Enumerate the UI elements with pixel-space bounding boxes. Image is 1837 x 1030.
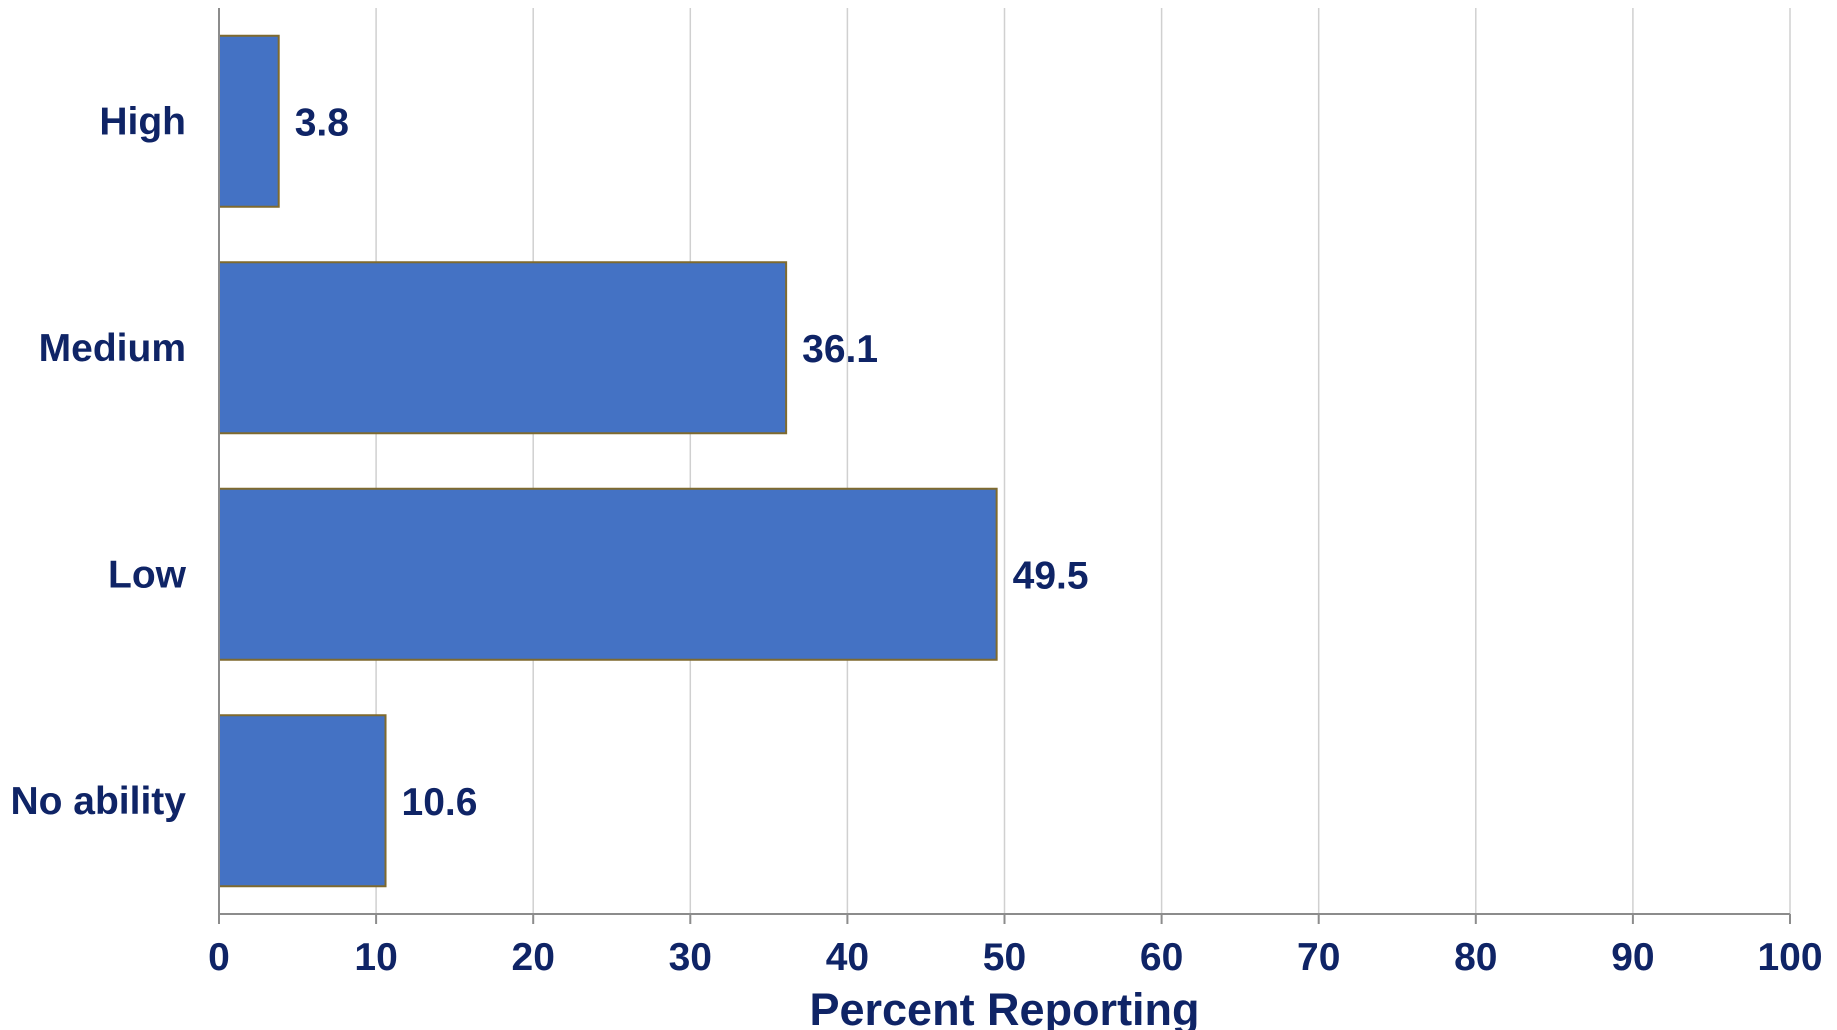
axes bbox=[218, 8, 1791, 924]
x-tick-label-70: 70 bbox=[1297, 936, 1340, 979]
value-label-medium: 36.1 bbox=[802, 328, 878, 371]
category-label-low: Low bbox=[108, 553, 187, 596]
x-tick-label-100: 100 bbox=[1757, 936, 1822, 979]
value-label-low: 49.5 bbox=[1013, 554, 1089, 597]
labels: High 3.8 Medium 36.1 Low 49.5 No ability 10.6 0 1… bbox=[10, 100, 1822, 979]
x-tick-label-40: 40 bbox=[826, 936, 869, 979]
category-label-medium: Medium bbox=[39, 327, 186, 370]
x-tick-label-50: 50 bbox=[983, 936, 1026, 979]
value-label-no-ability: 10.6 bbox=[402, 781, 478, 824]
x-tick-label-20: 20 bbox=[512, 936, 555, 979]
x-tick-label-90: 90 bbox=[1611, 936, 1654, 979]
x-tick-label-80: 80 bbox=[1454, 936, 1497, 979]
bar-high bbox=[218, 34, 280, 208]
bar-no-ability bbox=[218, 714, 387, 888]
category-label-high: High bbox=[99, 100, 186, 143]
category-label-no-ability: No ability bbox=[10, 780, 186, 823]
value-label-high: 3.8 bbox=[295, 101, 349, 144]
x-tick-label-0: 0 bbox=[208, 936, 230, 979]
x-tick-label-60: 60 bbox=[1140, 936, 1183, 979]
x-axis-title: Percent Reporting bbox=[809, 984, 1199, 1030]
x-tick-label-30: 30 bbox=[669, 936, 712, 979]
bar-medium bbox=[218, 261, 788, 435]
gridlines bbox=[375, 8, 1791, 914]
bars bbox=[218, 34, 998, 888]
x-tick-label-10: 10 bbox=[354, 936, 397, 979]
bar-low bbox=[218, 487, 998, 661]
